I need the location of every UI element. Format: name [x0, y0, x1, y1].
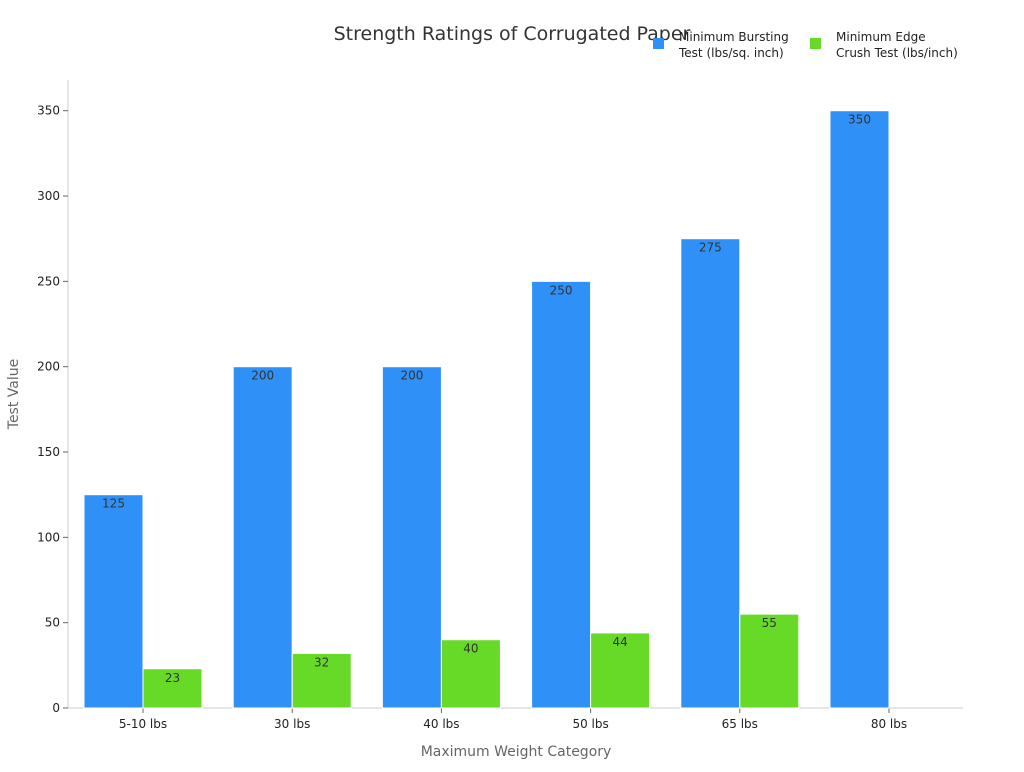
x-tick-label: 80 lbs: [871, 717, 907, 731]
bar-series-2: [590, 632, 651, 709]
data-label: 23: [165, 671, 180, 685]
y-axis-title: Test Value: [6, 359, 22, 430]
legend-label: Minimum Bursting: [679, 30, 789, 44]
y-tick-label: 300: [37, 189, 60, 203]
bars: [83, 110, 890, 709]
chart-title: Strength Ratings of Corrugated Paper: [334, 23, 691, 45]
y-tick-label: 100: [37, 530, 60, 544]
y-tick-label: 250: [37, 274, 60, 288]
y-tick-label: 350: [37, 104, 60, 118]
bar-series-2: [440, 639, 501, 709]
x-axis-title: Maximum Weight Category: [421, 744, 612, 760]
y-tick-label: 50: [45, 616, 60, 630]
data-label: 40: [463, 642, 478, 656]
bar-series-1: [381, 366, 442, 709]
x-tick-label: 40 lbs: [423, 717, 459, 731]
y-tick-label: 150: [37, 445, 60, 459]
bar-series-1: [83, 494, 144, 709]
x-axis: 5-10 lbs 30 lbs 40 lbs 50 lbs 65 lbs 80 lbs: [68, 707, 963, 731]
data-label: 125: [102, 497, 125, 511]
legend-swatch: [810, 38, 821, 49]
bar-series-1: [232, 366, 293, 709]
y-tick-label: 0: [52, 701, 60, 715]
bar-series-2: [739, 613, 800, 709]
x-tick-label: 5-10 lbs: [119, 717, 167, 731]
data-label: 44: [612, 635, 627, 649]
data-label: 55: [762, 616, 777, 630]
legend-label: Minimum Edge: [836, 30, 926, 44]
legend-item: Minimum Edge Crush Test (lbs/inch): [810, 30, 958, 60]
y-axis: 0 50 100 150 200 250 300 350: [37, 80, 69, 715]
x-tick-label: 30 lbs: [274, 717, 310, 731]
legend-item: Minimum Bursting Test (lbs/sq. inch): [653, 30, 789, 60]
data-label: 250: [550, 283, 573, 297]
bar-series-2: [142, 668, 203, 709]
legend-label: Crush Test (lbs/inch): [836, 46, 958, 60]
legend-swatch: [653, 38, 664, 49]
bar-series-1: [531, 280, 592, 709]
legend-label: Test (lbs/sq. inch): [678, 46, 784, 60]
x-tick-label: 50 lbs: [572, 717, 608, 731]
data-label: 200: [251, 369, 274, 383]
bar-series-1: [829, 110, 890, 709]
y-tick-label: 200: [37, 360, 60, 374]
x-tick-label: 65 lbs: [722, 717, 758, 731]
data-label: 32: [314, 655, 329, 669]
bar-series-1: [680, 238, 741, 709]
data-label: 350: [848, 113, 871, 127]
data-labels: 125 200 200 250 275 350 23 32 40 44 55: [102, 113, 871, 685]
bar-series-2: [291, 652, 352, 709]
data-label: 275: [699, 241, 722, 255]
data-label: 200: [400, 369, 423, 383]
